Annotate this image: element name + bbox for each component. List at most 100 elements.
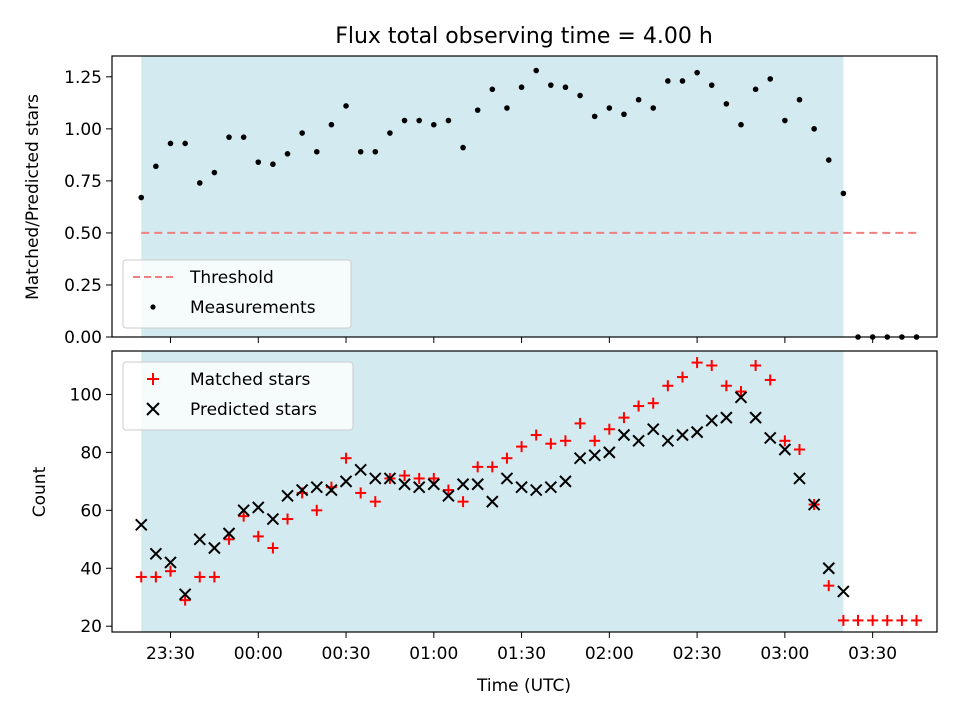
matched-star-point — [179, 594, 191, 606]
predicted-star-point — [807, 498, 821, 511]
matched-star-point — [647, 397, 659, 409]
measurement-point — [372, 148, 379, 155]
measurement-point — [445, 117, 452, 124]
predicted-star-point — [310, 480, 323, 494]
predicted-star-point — [559, 475, 572, 488]
x-axis-label: Time (UTC) — [476, 676, 571, 696]
predicted-star-point — [837, 585, 850, 598]
time-x-axis: 23:30 00:00 00:30 01:00 01:30 02:00 02:30 03:00… — [146, 632, 897, 664]
matched-star-point — [837, 614, 849, 626]
predicted-star-point — [793, 472, 806, 485]
count-plot-area — [135, 357, 923, 626]
measurements-legend-swatch — [150, 304, 156, 310]
ratio-panel: 0.00 0.25 0.50 0.75 1.00 1.25 Matched/Predict… — [23, 55, 938, 348]
measurement-point — [357, 148, 364, 155]
measurement-point — [577, 92, 583, 99]
measurement-point — [752, 86, 759, 93]
matched-star-point — [252, 530, 264, 542]
count-y-tick-label: 60 — [80, 501, 102, 521]
matched-star-point — [589, 435, 601, 447]
matched-star-point — [764, 374, 776, 386]
matched-star-point — [794, 443, 805, 455]
predicted-star-point — [325, 483, 338, 497]
measurement-point — [431, 121, 437, 128]
matched-star-point — [720, 380, 732, 392]
predicted-star-point — [412, 480, 426, 494]
ratio-y-axis-label: Matched/Predicted stars — [23, 94, 43, 300]
ratio-y-tick-label: 1.00 — [64, 120, 102, 140]
matched-star-point — [706, 359, 718, 371]
predicted-star-point — [398, 478, 411, 491]
matched-star-point — [691, 357, 703, 369]
time-x-tick-label: 01:30 — [497, 644, 546, 664]
predicted-star-point — [690, 425, 704, 439]
count-legend-box — [122, 361, 354, 431]
predicted-star-point — [647, 423, 660, 436]
time-x-tick-label: 23:30 — [146, 644, 195, 664]
predicted-star-point — [237, 504, 250, 517]
predicted-star-point — [822, 562, 835, 575]
predicted-star-point — [500, 472, 514, 485]
matched-star-point — [486, 461, 498, 473]
matched-star-point — [135, 571, 147, 583]
ratio-y-tick-label: 0.25 — [64, 276, 102, 296]
predicted-star-point — [295, 483, 309, 497]
predicted-star-point — [603, 446, 616, 459]
measurement-point — [723, 101, 730, 107]
count-legend: Matched stars Predicted stars — [122, 361, 354, 431]
predicted-star-point — [632, 434, 645, 448]
measurement-point — [240, 134, 247, 140]
measurement-point — [328, 121, 335, 128]
measurement-point — [416, 117, 422, 124]
predicted-legend-label: Predicted stars — [190, 400, 317, 420]
measurement-point — [474, 107, 481, 113]
matched-star-point — [911, 614, 923, 626]
ratio-legend: Threshold Measurements — [122, 259, 352, 329]
matched-star-point — [867, 614, 879, 626]
matched-star-point — [662, 380, 674, 392]
measurement-point — [255, 159, 262, 165]
count-y-tick-label: 80 — [80, 443, 102, 463]
time-x-tick-label: 02:00 — [585, 644, 634, 664]
ratio-y-tick-label: 0.50 — [64, 224, 102, 244]
measurement-point — [562, 84, 569, 91]
predicted-star-point — [515, 480, 528, 494]
measurement-point — [811, 126, 817, 132]
measurement-point — [489, 86, 496, 93]
predicted-star-point — [749, 411, 762, 424]
predicted-star-point — [208, 541, 221, 555]
matched-star-point — [545, 438, 557, 450]
predicted-star-point — [369, 472, 382, 485]
matched-star-point — [852, 614, 864, 626]
matched-star-point — [516, 441, 528, 453]
predicted-star-point — [252, 501, 265, 514]
measurement-point — [343, 103, 349, 109]
measurement-point — [533, 67, 540, 74]
predicted-legend-swatch — [146, 402, 160, 416]
ratio-y-tick-label: 1.25 — [64, 68, 102, 88]
count-y-axis: 20 40 60 80 100 — [70, 385, 112, 637]
measurement-point — [270, 161, 276, 168]
count-y-tick-label: 40 — [80, 559, 102, 579]
predicted-star-point — [705, 414, 718, 427]
measurement-point — [767, 76, 774, 82]
measurement-point — [665, 78, 671, 84]
matched-star-point — [267, 542, 279, 554]
predicted-star-point — [617, 428, 631, 442]
matched-star-point — [881, 614, 893, 626]
predicted-star-point — [193, 533, 206, 546]
measurement-point — [708, 82, 715, 88]
measurement-point — [796, 96, 803, 103]
ratio-y-tick-label: 0.75 — [64, 172, 102, 192]
predicted-star-point — [529, 483, 543, 497]
predicted-star-point — [456, 478, 470, 491]
predicted-star-point — [442, 489, 455, 503]
threshold-legend-label: Threshold — [189, 268, 274, 288]
matched-star-point — [633, 400, 645, 412]
matched-star-point — [896, 614, 908, 626]
measurement-point — [591, 113, 598, 120]
predicted-star-point — [720, 411, 733, 424]
predicted-star-point — [222, 527, 236, 540]
matched-star-point — [442, 484, 454, 496]
